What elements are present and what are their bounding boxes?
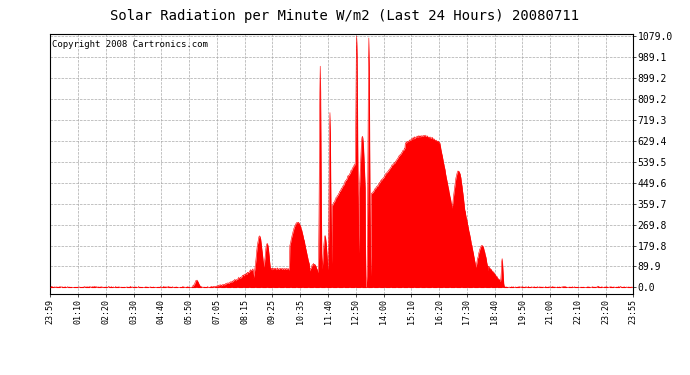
Text: Copyright 2008 Cartronics.com: Copyright 2008 Cartronics.com: [52, 40, 208, 49]
Text: Solar Radiation per Minute W/m2 (Last 24 Hours) 20080711: Solar Radiation per Minute W/m2 (Last 24…: [110, 9, 580, 23]
